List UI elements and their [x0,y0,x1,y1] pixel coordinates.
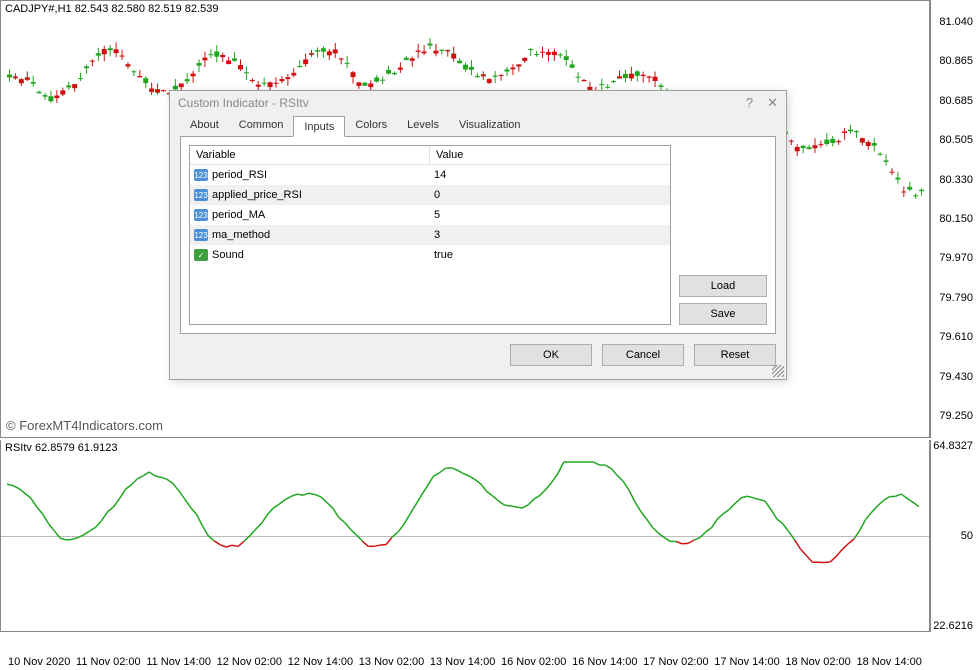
price-tick: 79.790 [939,292,973,304]
price-tick: 79.970 [939,252,973,264]
var-name: Sound [212,249,244,261]
number-icon: 123 [194,169,208,181]
time-tick: 12 Nov 14:00 [288,656,353,668]
tab-visualization[interactable]: Visualization [449,115,531,136]
resize-grip-icon[interactable] [772,365,784,377]
table-row[interactable]: 123 period_MA 5 [190,205,670,225]
dialog-tabs: AboutCommonInputsColorsLevelsVisualizati… [170,115,786,136]
var-value[interactable]: 14 [430,167,670,183]
number-icon: 123 [194,189,208,201]
time-tick: 18 Nov 14:00 [856,656,921,668]
indicator-header: RSItv 62.8579 61.9123 [5,442,118,454]
watermark: © ForexMT4Indicators.com [6,418,163,433]
time-tick: 10 Nov 2020 [8,656,70,668]
price-tick: 79.250 [939,410,973,422]
var-value[interactable]: true [430,247,670,263]
price-tick: 79.430 [939,371,973,383]
time-tick: 17 Nov 02:00 [643,656,708,668]
tab-levels[interactable]: Levels [397,115,449,136]
close-icon[interactable]: ✕ [767,95,778,111]
table-row[interactable]: 123 ma_method 3 [190,225,670,245]
time-tick: 18 Nov 02:00 [785,656,850,668]
price-tick: 80.330 [939,174,973,186]
th-variable[interactable]: Variable [190,146,430,164]
tab-colors[interactable]: Colors [345,115,397,136]
indicator-line [3,454,929,630]
price-tick: 81.040 [939,16,973,28]
time-tick: 12 Nov 02:00 [217,656,282,668]
table-row[interactable]: ✓ Sound true [190,245,670,265]
indicator-panel[interactable]: RSItv 62.8579 61.9123 [0,440,930,632]
var-name: period_RSI [212,169,267,181]
var-name: period_MA [212,209,265,221]
price-tick: 80.150 [939,213,973,225]
indicator-tick: 50 [961,530,973,542]
table-body: 123 period_RSI 14 123 applied_price_RSI 0 123 p… [190,165,670,265]
reset-button[interactable]: Reset [694,344,776,366]
tab-common[interactable]: Common [229,115,294,136]
inputs-tab-content: Variable Value 123 period_RSI 14 123 applied… [180,136,776,334]
var-name: ma_method [212,229,270,241]
time-tick: 13 Nov 14:00 [430,656,495,668]
side-buttons: Load Save [679,145,767,325]
table-header: Variable Value [190,146,670,165]
var-value[interactable]: 5 [430,207,670,223]
price-tick: 80.505 [939,134,973,146]
time-tick: 17 Nov 14:00 [714,656,779,668]
load-button[interactable]: Load [679,275,767,297]
time-tick: 13 Nov 02:00 [359,656,424,668]
inputs-table: Variable Value 123 period_RSI 14 123 applied… [189,145,671,325]
tab-about[interactable]: About [180,115,229,136]
th-value[interactable]: Value [430,146,670,164]
ok-button[interactable]: OK [510,344,592,366]
price-scale: 81.040 80.865 80.685 80.505 80.330 80.150 79.9… [930,0,977,438]
indicator-tick: 22.6216 [933,620,973,632]
time-tick: 11 Nov 02:00 [76,656,141,668]
chart-symbol-header: CADJPY#,H1 82.543 82.580 82.519 82.539 [5,3,218,15]
time-axis: 10 Nov 2020 11 Nov 02:00 11 Nov 14:00 12 No… [0,654,930,670]
indicator-tick: 64.8327 [933,440,973,452]
table-row[interactable]: 123 applied_price_RSI 0 [190,185,670,205]
indicator-dialog: Custom Indicator - RSItv ? ✕ AboutCommon… [169,90,787,380]
price-tick: 79.610 [939,331,973,343]
dialog-titlebar[interactable]: Custom Indicator - RSItv ? ✕ [170,91,786,115]
dialog-footer: OK Cancel Reset [170,334,786,366]
price-tick: 80.865 [939,55,973,67]
time-tick: 16 Nov 02:00 [501,656,566,668]
time-tick: 16 Nov 14:00 [572,656,637,668]
table-row[interactable]: 123 period_RSI 14 [190,165,670,185]
time-tick: 11 Nov 14:00 [146,656,211,668]
save-button[interactable]: Save [679,303,767,325]
var-name: applied_price_RSI [212,189,302,201]
var-value[interactable]: 0 [430,187,670,203]
var-value[interactable]: 3 [430,227,670,243]
number-icon: 123 [194,229,208,241]
tab-inputs[interactable]: Inputs [293,116,345,137]
help-icon[interactable]: ? [746,95,753,111]
bool-icon: ✓ [194,249,208,261]
price-tick: 80.685 [939,95,973,107]
indicator-scale: 64.8327 50 22.6216 [930,440,977,632]
dialog-title: Custom Indicator - RSItv [178,96,309,110]
number-icon: 123 [194,209,208,221]
cancel-button[interactable]: Cancel [602,344,684,366]
